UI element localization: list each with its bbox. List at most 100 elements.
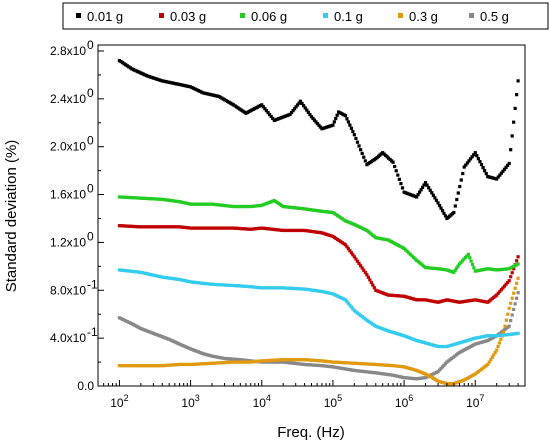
data-point <box>472 153 476 157</box>
legend-label: 0.5 g <box>480 9 509 24</box>
data-point <box>360 266 364 270</box>
data-point <box>349 305 353 309</box>
data-point <box>263 107 267 111</box>
data-point <box>355 259 360 263</box>
data-point <box>391 160 395 164</box>
data-point <box>300 101 304 106</box>
data-point <box>309 115 314 119</box>
series-0-01-g <box>117 58 520 221</box>
data-point <box>498 173 502 177</box>
data-point <box>422 183 426 187</box>
data-point <box>318 125 323 129</box>
data-point <box>305 108 309 112</box>
data-point <box>499 288 503 292</box>
data-point <box>515 259 519 263</box>
data-point <box>462 165 466 169</box>
legend-marker <box>240 13 245 18</box>
data-point <box>513 302 517 306</box>
data-point <box>498 289 502 294</box>
legend-marker <box>323 13 328 18</box>
data-point <box>264 109 269 113</box>
data-point <box>427 186 431 190</box>
data-point <box>467 159 471 163</box>
data-point <box>509 275 513 279</box>
data-point <box>345 117 349 121</box>
data-point <box>510 313 514 317</box>
data-point <box>465 161 469 165</box>
data-point <box>394 169 398 173</box>
data-point <box>306 110 310 114</box>
data-point <box>439 206 443 210</box>
data-point <box>348 249 352 253</box>
data-point <box>516 262 520 266</box>
data-point <box>464 163 468 167</box>
data-point <box>345 245 349 249</box>
data-point <box>510 296 514 300</box>
data-point <box>496 175 500 179</box>
data-point <box>267 112 272 117</box>
data-point <box>434 198 439 202</box>
data-point <box>475 154 479 158</box>
data-point <box>509 148 513 152</box>
series-0-03-g <box>117 224 520 304</box>
data-point <box>458 184 462 189</box>
data-point <box>271 116 275 121</box>
data-point <box>456 191 460 195</box>
legend-label: 0.03 g <box>170 9 206 24</box>
data-point <box>294 105 298 109</box>
data-point <box>308 112 312 117</box>
data-point <box>453 268 457 272</box>
data-point <box>461 171 465 176</box>
data-point <box>459 178 463 182</box>
data-point <box>362 268 366 272</box>
data-point <box>495 177 499 181</box>
data-point <box>314 120 318 124</box>
data-point <box>297 101 301 105</box>
data-point <box>452 210 456 215</box>
data-point <box>506 163 510 167</box>
x-tick-label: 105 <box>324 393 342 410</box>
data-point <box>513 286 517 290</box>
data-point <box>312 118 317 122</box>
data-point <box>399 182 403 186</box>
data-point <box>354 136 358 141</box>
data-point <box>468 157 473 161</box>
data-point <box>483 169 487 173</box>
data-point <box>502 167 507 171</box>
data-point <box>365 273 369 277</box>
data-point <box>346 120 351 124</box>
data-point <box>456 264 460 268</box>
data-point <box>470 262 475 267</box>
data-point <box>334 116 338 121</box>
data-point <box>516 255 520 259</box>
data-point <box>346 247 351 251</box>
data-point <box>362 155 366 159</box>
y-tick-label: 2.8x10 <box>50 44 86 58</box>
data-point <box>400 186 405 190</box>
data-point <box>452 270 456 274</box>
data-point <box>420 185 425 189</box>
data-point <box>345 300 349 304</box>
data-point <box>509 301 513 305</box>
data-point <box>506 312 510 316</box>
data-point <box>481 166 485 170</box>
data-point <box>266 111 270 115</box>
data-point <box>366 275 370 279</box>
x-axis-label: Freq. (Hz) <box>277 424 345 441</box>
data-point <box>499 171 503 175</box>
data-point <box>352 255 356 259</box>
data-point <box>466 252 470 256</box>
legend-label: 0.3 g <box>409 9 438 24</box>
y-tick-label: 4.0x10 <box>50 331 86 345</box>
y-tick-exponent: 0 <box>87 134 94 148</box>
data-point <box>425 183 429 187</box>
data-point <box>503 324 507 328</box>
data-point <box>496 344 500 349</box>
data-point <box>507 324 511 328</box>
data-point <box>357 144 361 148</box>
data-point <box>440 209 445 213</box>
data-point <box>349 126 353 130</box>
data-point <box>368 278 372 282</box>
data-point <box>442 211 446 215</box>
data-point <box>359 148 363 152</box>
